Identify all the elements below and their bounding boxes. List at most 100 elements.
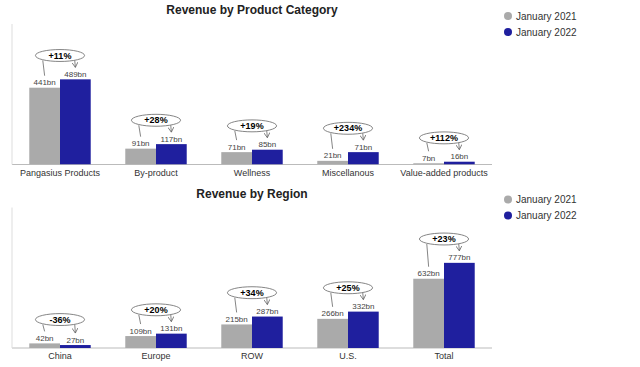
- data-label: 42bn: [36, 334, 54, 343]
- legend-swatch: [504, 196, 512, 204]
- data-label: 109bn: [130, 327, 152, 336]
- annotation-connector: [235, 131, 237, 140]
- y-axis-line: [12, 24, 13, 165]
- annotation-arrow: [170, 315, 172, 322]
- annotation: -36%: [49, 315, 70, 325]
- figure: Revenue by Product Category441bn91bn71bn…: [0, 0, 640, 367]
- data-label: 215bn: [226, 315, 248, 324]
- annotation-connector: [43, 60, 45, 75]
- x-tick-label: Total: [434, 351, 453, 361]
- annotation-oval: [323, 282, 372, 294]
- data-label: 16bn: [450, 152, 468, 161]
- data-label: 266bn: [322, 309, 344, 318]
- annotation-arrow: [266, 298, 268, 305]
- legend-swatch: [504, 12, 512, 20]
- chart-title: Revenue by Product Category: [166, 3, 338, 17]
- data-label: 71bn: [354, 143, 372, 152]
- bar: [29, 88, 60, 165]
- annotation: +234%: [334, 123, 362, 133]
- x-tick-label: China: [48, 351, 72, 361]
- annotation: +19%: [240, 121, 263, 131]
- x-tick-label: Europe: [141, 351, 170, 361]
- annotation-arrow: [458, 143, 460, 150]
- data-label: 27bn: [66, 336, 84, 345]
- data-label: 7bn: [422, 154, 435, 163]
- bar: [348, 312, 379, 348]
- bar: [29, 343, 60, 348]
- annotation-connector: [139, 315, 141, 324]
- data-label: 632bn: [418, 269, 440, 278]
- legend-label: January 2021: [516, 194, 577, 205]
- bar: [413, 163, 444, 164]
- annotation-oval: [323, 122, 372, 134]
- y-axis-line: [12, 208, 13, 349]
- annotation-oval: [227, 120, 276, 132]
- annotation-connector: [139, 125, 141, 136]
- x-tick-label: Pangasius Products: [20, 168, 101, 178]
- data-label: 117bn: [161, 135, 183, 144]
- bar: [156, 144, 187, 164]
- bar: [60, 345, 91, 348]
- annotation-arrow: [458, 244, 460, 251]
- x-tick-label: Value-added products: [400, 168, 488, 178]
- annotation-connector: [331, 133, 333, 149]
- x-tick-label: U.S.: [339, 351, 357, 361]
- chart-panel: Revenue by Product Category441bn91bn71bn…: [12, 3, 577, 178]
- annotation: +20%: [144, 305, 167, 315]
- data-label: 85bn: [258, 140, 276, 149]
- data-label: 489bn: [64, 70, 86, 79]
- data-label: 287bn: [256, 307, 278, 316]
- annotation-connector: [427, 244, 429, 267]
- data-label: 91bn: [132, 139, 150, 148]
- bar: [125, 149, 156, 165]
- annotation-arrow: [74, 325, 76, 334]
- annotation: +112%: [430, 133, 458, 143]
- bar: [252, 150, 283, 165]
- x-tick-label: Miscellanous: [322, 168, 375, 178]
- bar: [413, 279, 444, 348]
- annotation: +11%: [49, 51, 72, 61]
- annotation: +28%: [144, 115, 167, 125]
- annotation-oval: [35, 50, 84, 62]
- bar: [252, 317, 283, 348]
- annotation-oval: [419, 132, 468, 144]
- legend-swatch: [504, 28, 512, 36]
- bar: [444, 263, 475, 348]
- annotation-connector: [331, 293, 333, 307]
- data-label: 332bn: [352, 302, 374, 311]
- annotation-arrow: [362, 133, 364, 140]
- data-label: 131bn: [160, 324, 182, 333]
- bar: [221, 152, 252, 164]
- annotation-oval: [131, 304, 180, 316]
- annotation-oval: [227, 287, 276, 299]
- bar: [221, 324, 252, 348]
- annotation: +23%: [432, 234, 455, 244]
- x-tick-label: ROW: [241, 351, 264, 361]
- data-label: 21bn: [324, 151, 342, 160]
- annotation-connector: [43, 325, 45, 332]
- bar: [156, 334, 187, 348]
- x-tick-label: Wellness: [234, 168, 271, 178]
- bars: [29, 79, 474, 164]
- x-tick-label: By-product: [134, 168, 178, 178]
- legend-label: January 2022: [516, 27, 577, 38]
- annotation-arrow: [266, 131, 268, 138]
- legend-label: January 2022: [516, 210, 577, 221]
- bar: [317, 161, 348, 165]
- legend-label: January 2021: [516, 11, 577, 22]
- bar: [125, 336, 156, 348]
- annotation-oval: [131, 114, 180, 126]
- annotation: +25%: [336, 283, 359, 293]
- chart-panel: Revenue by Region 42bn 109bn 215bn 266bn 632b…: [12, 187, 577, 362]
- annotation: +34%: [240, 288, 263, 298]
- bar: [348, 152, 379, 164]
- annotation-oval: [35, 314, 84, 326]
- data-label: 777bn: [448, 253, 470, 262]
- annotation-arrow: [74, 60, 76, 67]
- chart-title: Revenue by Region: [196, 187, 307, 201]
- data-label: 71bn: [228, 143, 246, 152]
- annotation-oval: [419, 233, 468, 245]
- legend-swatch: [504, 212, 512, 220]
- bar: [317, 319, 348, 348]
- bars: [29, 263, 474, 348]
